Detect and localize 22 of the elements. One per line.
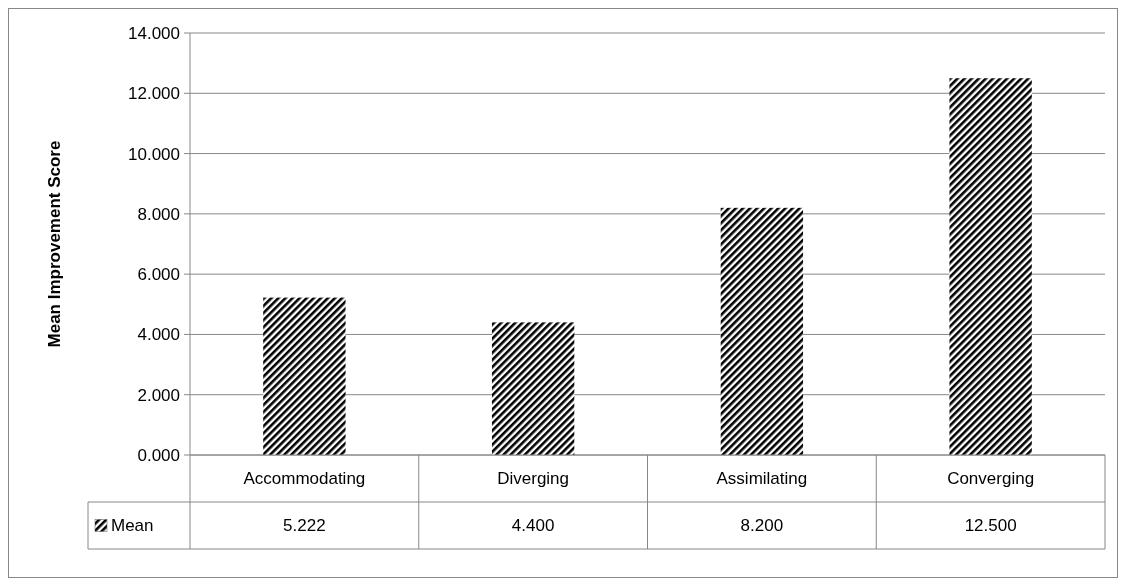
x-tick-label: Accommodating xyxy=(243,469,366,489)
y-tick-label: 2.000 xyxy=(137,385,180,405)
y-tick-label: 8.000 xyxy=(137,204,180,224)
x-tick-label: Assimilating xyxy=(716,469,808,489)
data-label: 4.400 xyxy=(511,516,555,536)
x-tick-label: Converging xyxy=(947,469,1035,489)
y-tick-label: 4.000 xyxy=(137,325,180,345)
bar xyxy=(720,207,804,455)
bar xyxy=(263,297,346,455)
y-tick-label: 12.000 xyxy=(128,84,180,104)
y-tick-label: 0.000 xyxy=(137,445,180,465)
bar xyxy=(949,78,1032,455)
y-tick-label: 6.000 xyxy=(137,265,180,285)
legend-label: Mean xyxy=(111,516,154,536)
x-tick-label: Diverging xyxy=(497,469,570,489)
data-label: 8.200 xyxy=(740,516,784,536)
data-label: 12.500 xyxy=(964,516,1017,536)
y-tick-label: 14.000 xyxy=(128,23,180,43)
y-tick-label: 10.000 xyxy=(128,144,180,164)
y-axis-title: Mean Improvement Score xyxy=(45,140,64,348)
bar xyxy=(491,322,575,455)
data-label: 5.222 xyxy=(283,516,326,536)
